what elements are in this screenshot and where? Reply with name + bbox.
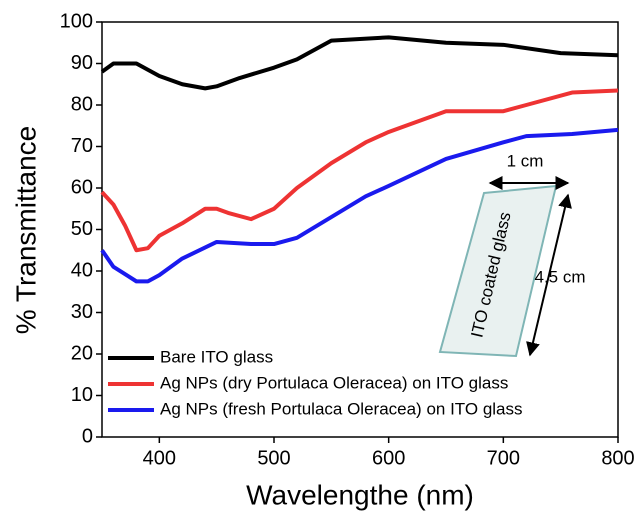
y-tick-label: 40 <box>71 259 93 281</box>
y-tick-label: 80 <box>71 93 93 115</box>
x-tick-label: 800 <box>601 447 634 469</box>
legend-label: Bare ITO glass <box>160 347 273 366</box>
y-tick-label: 10 <box>71 384 93 406</box>
series-line <box>100 127 619 284</box>
y-tick-label: 20 <box>71 342 93 364</box>
y-axis-title: % Transmittance <box>10 126 41 335</box>
legend-label: Ag NPs (fresh Portulaca Oleracea) on ITO… <box>160 399 523 418</box>
y-tick-label: 50 <box>71 218 93 240</box>
length-arrow <box>526 193 572 357</box>
y-tick-label: 30 <box>71 301 93 323</box>
annotation: 4.5 cm <box>534 267 585 286</box>
series-line <box>100 88 619 253</box>
x-tick-label: 400 <box>143 447 176 469</box>
x-tick-label: 600 <box>372 447 405 469</box>
x-tick-label: 500 <box>257 447 290 469</box>
y-tick-label: 0 <box>82 425 93 447</box>
y-tick-label: 60 <box>71 176 93 198</box>
annotation: 1 cm <box>507 151 544 170</box>
x-axis-title: Wavelengthe (nm) <box>246 479 474 510</box>
y-tick-label: 100 <box>60 10 93 32</box>
y-tick-label: 90 <box>71 52 93 74</box>
y-tick-label: 70 <box>71 135 93 157</box>
legend-label: Ag NPs (dry Portulaca Oleracea) on ITO g… <box>160 373 508 392</box>
series-line <box>100 35 619 91</box>
x-tick-label: 700 <box>487 447 520 469</box>
